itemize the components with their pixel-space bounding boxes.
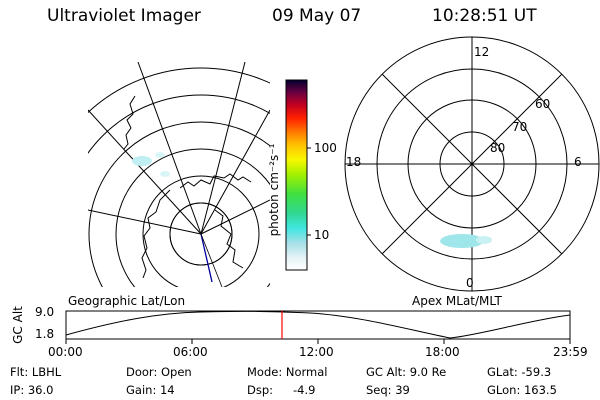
xtick-0000: 00:00 (48, 345, 83, 359)
mlat-label-60: 60 (535, 97, 551, 111)
colorbar-label: photon cm⁻²s⁻¹ (267, 143, 281, 237)
info-dsp-value: -4.9 (293, 383, 316, 397)
instrument-title: Ultraviolet Imager (47, 6, 201, 26)
time-label: 10:28:51 UT (432, 6, 537, 26)
satellite-track (200, 233, 213, 283)
altitude-ytick-9: 9.0 (35, 305, 55, 319)
info-mode: Mode: Normal (247, 365, 328, 379)
altitude-ylabel: GC Alt (11, 306, 25, 344)
coastline (123, 95, 252, 279)
altitude-plot (65, 310, 571, 344)
info-glat: GLat: -59.3 (487, 365, 552, 379)
colorbar-tick-100: 100 (314, 141, 337, 155)
info-door: Door: Open (126, 365, 192, 379)
colorbar-tick-10: 10 (314, 228, 330, 242)
xtick-0600: 06:00 (173, 345, 208, 359)
right-map-title: Apex MLat/MLT (412, 294, 502, 308)
altitude-curve (65, 310, 571, 339)
geographic-map (88, 62, 270, 287)
longitude-lines (88, 62, 270, 235)
mlat-label-70: 70 (512, 120, 528, 134)
info-seq: Seq: 39 (366, 383, 410, 397)
date-label: 09 May 07 (272, 6, 362, 26)
info-ip: IP: 36.0 (10, 383, 54, 397)
altitude-ytick-1.8: 1.8 (35, 327, 55, 341)
xtick-1200: 12:00 (299, 345, 334, 359)
xtick-1800: 18:00 (425, 345, 460, 359)
mlt-label-6: 6 (574, 155, 582, 169)
info-dsp-label: Dsp: (247, 383, 274, 397)
mlt-label-12: 12 (474, 45, 490, 59)
left-map-title: Geographic Lat/Lon (68, 294, 186, 308)
colorbar (285, 79, 311, 271)
info-flt: Flt: LBHL (10, 365, 62, 379)
mlt-label-18: 18 (346, 155, 362, 169)
info-gc-alt: GC Alt: 9.0 Re (366, 365, 447, 379)
mlt-label-0: 0 (466, 276, 474, 290)
xtick-2359: 23:59 (553, 345, 588, 359)
info-gain: Gain: 14 (126, 383, 175, 397)
polar-plot (344, 36, 600, 292)
info-glon: GLon: 163.5 (487, 383, 557, 397)
mlat-label-80: 80 (490, 141, 506, 155)
aurora-oval (440, 234, 484, 248)
